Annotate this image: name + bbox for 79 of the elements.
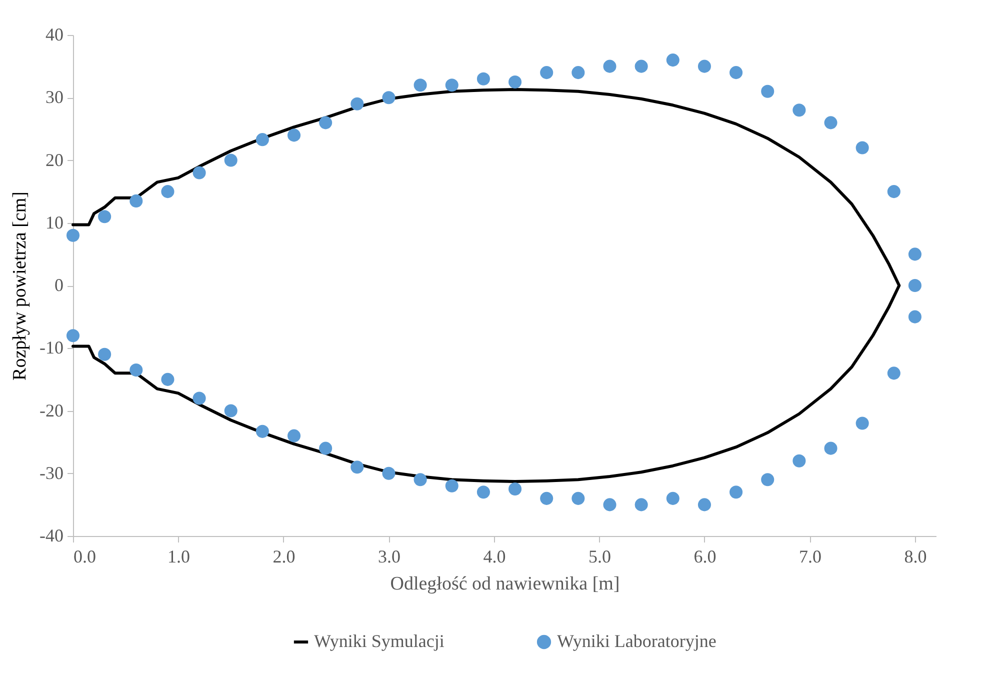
x-tick-label: 5.0: [588, 546, 611, 566]
point: [634, 60, 648, 73]
point: [856, 141, 869, 154]
point: [698, 60, 711, 73]
point: [824, 116, 838, 130]
point: [540, 492, 554, 505]
point: [66, 228, 80, 242]
point: [414, 78, 427, 92]
point: [540, 66, 554, 80]
x-tick-label: 6.0: [694, 546, 716, 566]
point: [161, 185, 174, 198]
point: [908, 248, 922, 261]
point: [476, 72, 490, 86]
point: [824, 442, 838, 455]
point: [887, 185, 900, 198]
point: [856, 416, 869, 430]
point: [319, 442, 332, 455]
x-tick-label: 3.0: [378, 546, 400, 566]
y-tick-label: 30: [46, 87, 64, 108]
point: [572, 492, 585, 505]
point: [130, 194, 143, 208]
point: [887, 366, 900, 380]
point: [634, 498, 648, 512]
point: [792, 104, 806, 117]
point: [666, 54, 680, 67]
point: [256, 424, 269, 438]
point: [508, 75, 522, 88]
point: [192, 166, 206, 180]
x-tick-label: 1.0: [167, 546, 190, 566]
point: [761, 473, 774, 486]
x-axis-title: Odległość od nawiewnika [m]: [390, 574, 620, 594]
point: [908, 310, 922, 324]
y-tick-label: 0: [54, 275, 64, 295]
point: [908, 278, 922, 292]
y-tick-label: -20: [40, 400, 64, 420]
point: [319, 116, 332, 130]
point: [603, 498, 616, 512]
y-axis-title: Rozpływ powietrza [cm]: [10, 192, 31, 380]
point: [698, 498, 711, 512]
point: [476, 486, 490, 499]
point: [414, 473, 427, 486]
point: [730, 486, 743, 499]
point: [256, 133, 269, 146]
y-tick-label: 10: [46, 212, 64, 232]
y-tick-label: -40: [40, 526, 64, 546]
point: [287, 128, 301, 142]
point: [445, 479, 458, 492]
point: [666, 492, 680, 505]
point: [224, 404, 238, 418]
point: [130, 364, 143, 377]
point: [603, 60, 616, 73]
point: [445, 78, 458, 92]
point: [350, 460, 364, 474]
point: [192, 392, 206, 405]
legend-label: Wyniki Symulacji: [314, 631, 444, 651]
point: [730, 66, 743, 80]
y-tick-label: -30: [40, 462, 64, 483]
point: [761, 84, 774, 98]
point: [382, 91, 396, 104]
x-tick-label: 0.0: [74, 546, 96, 566]
point: [792, 454, 806, 468]
y-tick-label: -10: [40, 338, 64, 358]
point: [98, 210, 112, 224]
x-tick-label: 7.0: [798, 546, 822, 566]
point: [287, 429, 301, 442]
point: [224, 154, 238, 167]
point: [572, 66, 585, 80]
y-tick-label: 40: [46, 24, 64, 44]
point: [382, 466, 396, 480]
x-tick-label: 2.0: [272, 546, 296, 566]
point: [350, 97, 364, 110]
point: [161, 372, 174, 386]
point: [98, 348, 112, 361]
point: [66, 329, 80, 342]
point: [508, 482, 522, 496]
x-tick-label: 4.0: [483, 546, 506, 566]
x-tick-label: 8.0: [904, 546, 927, 566]
y-tick-label: 20: [46, 150, 64, 170]
legend-label: Wyniki Laboratoryjne: [557, 631, 716, 651]
